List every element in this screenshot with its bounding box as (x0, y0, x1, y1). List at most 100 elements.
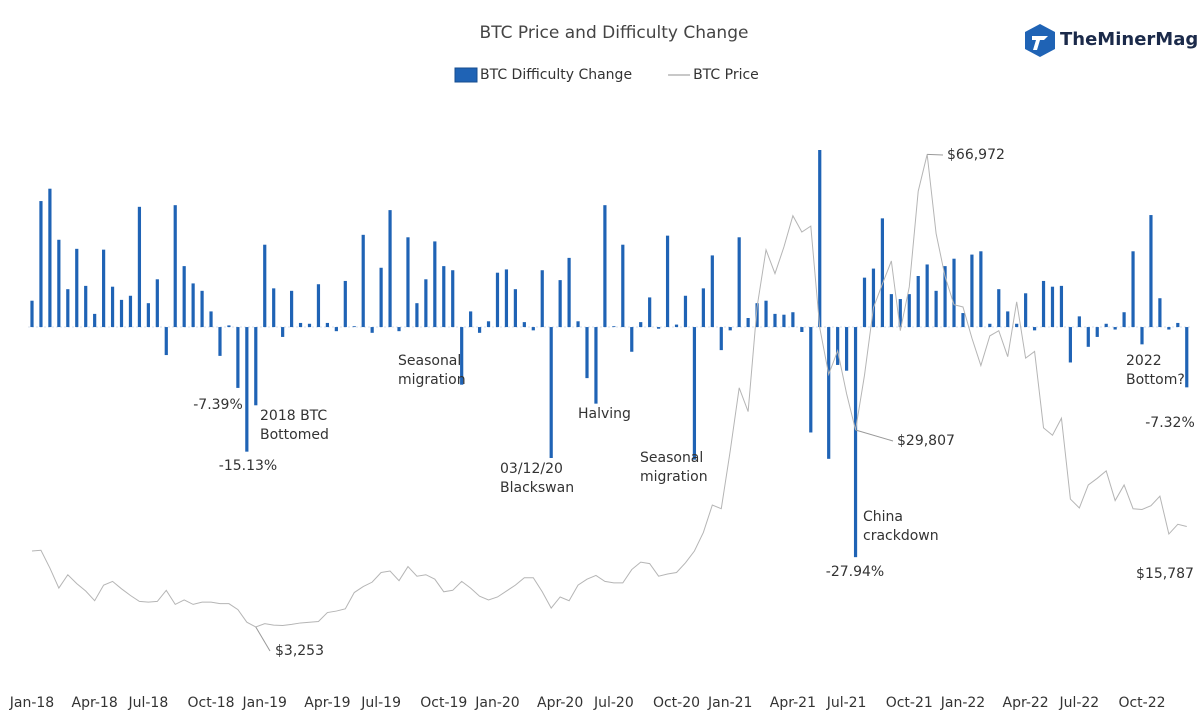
bar (800, 327, 804, 332)
bar (683, 295, 688, 328)
bar (827, 327, 831, 459)
bar (110, 286, 115, 328)
x-tick-label: Oct-19 (420, 695, 467, 711)
bar (119, 299, 124, 328)
value-label: $29,807 (897, 433, 955, 449)
x-tick-label: Oct-22 (1118, 695, 1165, 711)
bar (460, 327, 464, 385)
bar (370, 327, 374, 333)
value-label: -7.32% (1145, 415, 1195, 431)
bar (844, 327, 849, 371)
annotation: 2022 (1126, 353, 1162, 369)
bar (701, 288, 705, 328)
bar (621, 244, 625, 328)
annotation: crackdown (863, 528, 939, 544)
bar (728, 327, 732, 331)
bar (451, 270, 455, 328)
value-label: $3,253 (275, 643, 324, 659)
bar (513, 289, 517, 328)
bar (674, 324, 679, 328)
bar (164, 327, 168, 356)
bar (988, 323, 992, 328)
legend-label: BTC Difficulty Change (480, 67, 632, 83)
bar (916, 276, 920, 328)
bar (943, 266, 947, 328)
bar (1149, 215, 1153, 328)
bar (862, 277, 867, 328)
leader-line (855, 429, 894, 442)
logo: TheMinerMag (1025, 24, 1198, 57)
bar (263, 244, 267, 328)
bar (227, 325, 231, 328)
annotation: 2018 BTC (260, 408, 327, 424)
bar (1077, 316, 1081, 328)
bar (361, 234, 365, 328)
bar (1024, 293, 1028, 328)
bar (522, 322, 526, 328)
annotation: Blackswan (500, 480, 574, 496)
legend-swatch (454, 67, 478, 83)
annotation: Bottom? (1126, 372, 1185, 388)
bar (612, 326, 616, 328)
value-label: $66,972 (947, 147, 1005, 163)
bar (764, 300, 768, 328)
logo-icon-mark (1032, 36, 1048, 50)
legend: BTC Difficulty Change BTC Price (454, 67, 759, 83)
bar (639, 322, 643, 328)
bar (1140, 327, 1144, 345)
x-tick-label: Jan-22 (940, 695, 985, 711)
bar (710, 255, 714, 328)
bar (236, 327, 240, 388)
bar (1086, 327, 1090, 347)
bar (594, 327, 598, 404)
bar (540, 270, 544, 328)
x-tick-label: Jan-19 (242, 695, 287, 711)
annotation: Seasonal (640, 450, 703, 466)
x-tick-label: Jan-21 (707, 695, 752, 711)
bar (298, 322, 303, 328)
bar (1122, 312, 1126, 328)
x-tick-label: Jul-22 (1058, 695, 1099, 711)
bar (746, 318, 750, 328)
bar (146, 303, 150, 328)
bar (1015, 323, 1019, 328)
bar (102, 249, 106, 328)
bar (836, 327, 840, 365)
bar (477, 327, 482, 333)
annotation: Seasonal (398, 353, 461, 369)
bar (397, 327, 401, 332)
bar (406, 237, 410, 328)
annotation: Bottomed (260, 427, 329, 443)
bar (657, 327, 661, 329)
bar (603, 205, 607, 328)
bar (343, 280, 347, 328)
brand: TheMinerMag (1060, 29, 1198, 50)
annotation: migration (398, 372, 466, 388)
bar (809, 327, 813, 433)
bar (952, 258, 956, 328)
annotation: Halving (578, 406, 631, 422)
bar (1041, 280, 1046, 328)
bar (30, 300, 34, 328)
bar (495, 272, 500, 328)
x-tick-label: Apr-22 (1003, 695, 1049, 711)
bar (486, 321, 491, 328)
annotation: migration (640, 469, 708, 485)
bar (1131, 251, 1135, 328)
bar (245, 327, 249, 452)
bar (737, 237, 741, 328)
bar (39, 201, 43, 328)
bar (191, 283, 195, 328)
bar (880, 218, 885, 328)
bar (755, 303, 759, 328)
bar (907, 294, 911, 328)
bar (1158, 298, 1162, 328)
bar (1006, 311, 1010, 328)
bar (75, 248, 79, 328)
bar (424, 279, 428, 328)
bar (281, 327, 285, 337)
x-tick-label: Oct-21 (886, 695, 933, 711)
bar (719, 327, 723, 351)
bar (137, 206, 142, 328)
